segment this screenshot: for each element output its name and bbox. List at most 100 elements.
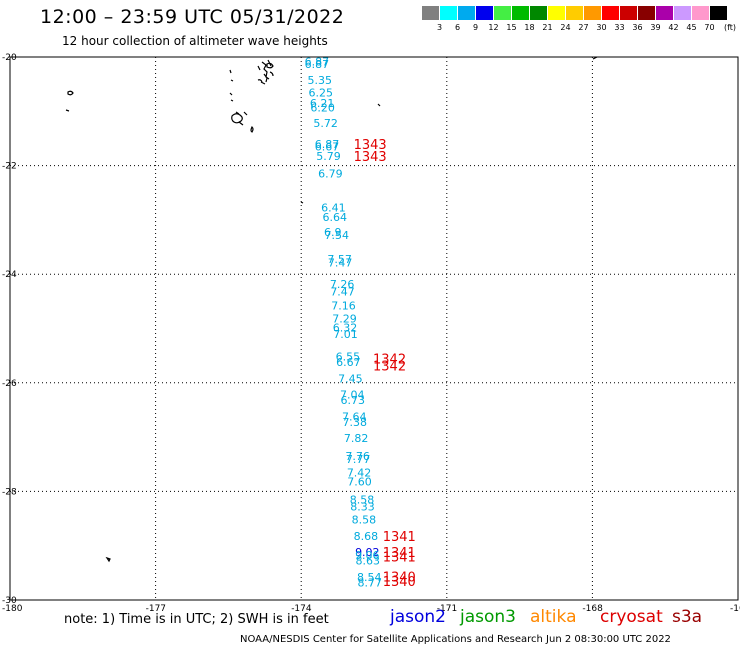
satellite-cryosat: cryosat <box>600 607 663 627</box>
legend-label: 27 <box>578 23 589 32</box>
wave-height-value: 7.26 <box>330 278 355 291</box>
cycle-number: 1341 <box>383 546 416 561</box>
legend-label: 33 <box>614 23 625 32</box>
wave-height-value: 7.57 <box>327 253 352 266</box>
wave-height-value: 6.67 <box>315 141 340 154</box>
wave-height-value: 8.68 <box>354 530 379 543</box>
wave-height-labels: 6.876.875.356.256.216.205.726.876.675.79… <box>305 55 382 589</box>
x-tick-label: -171 <box>437 604 457 614</box>
legend-label: 24 <box>560 23 571 32</box>
wave-height-value: 8.54 <box>357 571 382 584</box>
wave-height-value: 6.73 <box>341 394 366 407</box>
wave-height-value: 6.87 <box>305 58 330 71</box>
page-title: 12:00 – 23:59 UTC 05/31/2022 <box>40 6 345 28</box>
legend-label: 9 <box>472 23 479 32</box>
cycle-number: 1343 <box>354 150 387 165</box>
wave-height-value: 7.16 <box>331 300 356 313</box>
island-haapai <box>231 111 248 126</box>
y-tick-label: -30 <box>2 596 17 606</box>
x-tick-label: -180 <box>2 604 23 614</box>
cycle-number: 1341 <box>383 530 416 545</box>
legend-label: 6 <box>454 23 461 32</box>
legend-swatch <box>584 6 601 20</box>
satellite-jason3: jason3 <box>460 607 516 627</box>
wave-height-value: 7.29 <box>332 313 357 326</box>
legend-label: 15 <box>506 23 517 32</box>
wave-height-value: 7.01 <box>333 328 358 341</box>
x-tick-label: -177 <box>146 604 166 614</box>
wave-height-value: 5.35 <box>308 74 333 87</box>
satellite-s3a: s3a <box>672 607 703 627</box>
wave-height-value: 6.87 <box>315 138 340 151</box>
wave-height-value: 6.87 <box>305 55 330 68</box>
legend-swatch <box>602 6 619 20</box>
wave-height-value: 5.72 <box>313 117 338 130</box>
map-grid: -180 -177 -174 -171 -168 -16 -20 -22 -24 -26 -28 -3… <box>2 53 740 614</box>
island-far-east <box>592 56 598 60</box>
wave-height-value: 6.20 <box>310 101 335 114</box>
x-tick-label: -168 <box>582 604 603 614</box>
y-tick-label: -24 <box>2 270 17 280</box>
page-subtitle: 12 hour collection of altimeter wave hei… <box>62 34 328 48</box>
legend-swatch <box>458 6 475 20</box>
wave-height-value: 7.76 <box>345 450 370 463</box>
legend-swatch <box>692 6 709 20</box>
legend-swatch <box>548 6 565 20</box>
legend-swatch <box>710 6 727 20</box>
wave-height-value: 6.64 <box>323 211 348 224</box>
footer-credit: NOAA/NESDIS Center for Satellite Applica… <box>240 634 671 645</box>
island-outlines <box>65 56 598 563</box>
legend-label: 70 <box>704 23 715 32</box>
wave-height-value: 6.25 <box>308 86 333 99</box>
island-east <box>377 103 381 107</box>
wave-height-value: 7.47 <box>330 286 355 299</box>
wave-height-value: 7.82 <box>344 432 369 445</box>
island-vavau <box>257 62 274 83</box>
legend-swatch <box>656 6 673 20</box>
legend-swatch <box>440 6 457 20</box>
wave-height-value: 7.77 <box>346 453 371 466</box>
island-southwest <box>105 556 111 563</box>
legend-label: 3 <box>436 23 443 32</box>
legend-swatch <box>476 6 493 20</box>
wave-height-value: 7.42 <box>347 466 372 479</box>
wave-height-value: 9.06 <box>355 549 380 562</box>
cycle-number: 1340 <box>383 575 416 590</box>
legend-unit: (ft) <box>723 23 737 32</box>
legend-swatch <box>494 6 511 20</box>
island-mid <box>300 201 304 204</box>
wave-height-value: 6.21 <box>310 97 335 110</box>
y-tick-label: -26 <box>2 379 17 389</box>
wave-height-value: 7.64 <box>342 410 367 423</box>
legend-swatch <box>638 6 655 20</box>
wave-height-value: 8.77 <box>357 577 382 590</box>
cycle-number: 1343 <box>354 138 387 153</box>
wave-height-value: 8.33 <box>350 501 375 514</box>
wave-height-value: 7.47 <box>328 256 353 269</box>
legend-swatch <box>530 6 547 20</box>
wave-height-value: 5.79 <box>316 150 341 163</box>
cycle-number: 1342 <box>373 359 406 374</box>
wave-height-value: 7.54 <box>324 229 349 242</box>
legend-swatch <box>422 6 439 20</box>
y-tick-label: -20 <box>2 53 17 63</box>
wave-height-value: 8.58 <box>350 494 375 507</box>
satellite-jason2: jason2 <box>390 607 446 627</box>
cycle-number: 1340 <box>383 571 416 586</box>
wave-height-value: 7.04 <box>340 389 365 402</box>
wave-height-value: 7.38 <box>342 416 367 429</box>
wave-height-value: 6.9 <box>324 226 342 239</box>
legend-label: 36 <box>632 23 643 32</box>
legend-label: 30 <box>596 23 607 32</box>
cycle-number: 1341 <box>383 551 416 566</box>
legend-label: 45 <box>686 23 697 32</box>
legend-label: 21 <box>542 23 553 32</box>
legend-label: 12 <box>488 23 499 32</box>
wave-height-value: 7.60 <box>347 476 372 489</box>
units-note: note: 1) Time is in UTC; 2) SWH is in fe… <box>64 612 329 627</box>
legend-label: 18 <box>524 23 535 32</box>
wave-height-value: 6.79 <box>318 168 343 181</box>
y-tick-label: -22 <box>2 162 17 172</box>
wave-height-value: 7.45 <box>338 372 363 385</box>
